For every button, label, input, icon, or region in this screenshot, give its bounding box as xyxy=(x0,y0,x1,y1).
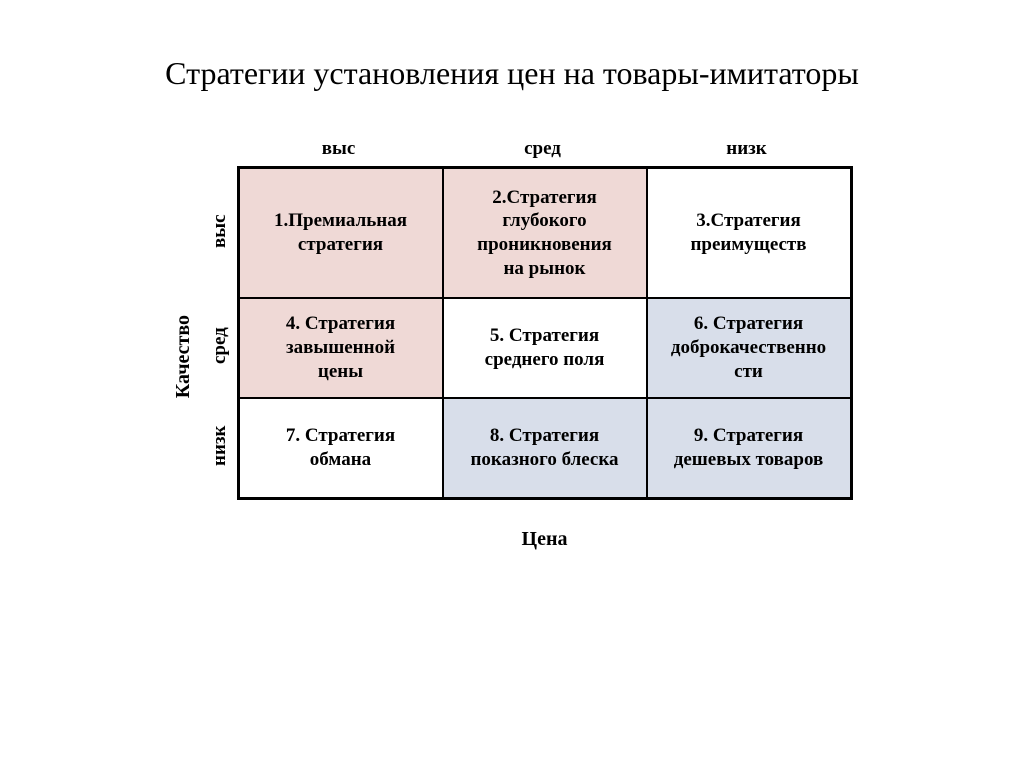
x-col-labels: выссреднизк xyxy=(237,132,853,166)
page-container: Стратегии установления цен на товары-ими… xyxy=(0,0,1024,551)
cell-0-2: 3.Стратегия преимуществ xyxy=(647,168,851,298)
cell-1-1: 5. Стратегия среднего поля xyxy=(443,298,647,398)
cell-2-1: 8. Стратегия показного блеска xyxy=(443,398,647,498)
y-row-label-1: сред xyxy=(203,296,237,396)
cell-0-0: 1.Премиальная стратегия xyxy=(239,168,443,298)
y-row-label-0: выс xyxy=(203,166,237,296)
cell-2-2: 9. Стратегия дешевых товаров xyxy=(647,398,851,498)
x-axis-label: Цена xyxy=(237,528,853,551)
strategy-grid: 1.Премиальная стратегия2.Стратегия глубо… xyxy=(237,166,853,500)
cell-2-0: 7. Стратегия обмана xyxy=(239,398,443,498)
y-row-label-2: низк xyxy=(203,396,237,496)
cell-0-1: 2.Стратегия глубокого проникновения на р… xyxy=(443,168,647,298)
x-col-label-1: сред xyxy=(441,132,645,166)
y-axis-label: Качество xyxy=(172,315,195,398)
cell-1-0: 4. Стратегия завышенной цены xyxy=(239,298,443,398)
page-title: Стратегии установления цен на товары-ими… xyxy=(0,55,1024,92)
y-row-labels: выссреднизк xyxy=(203,166,237,496)
x-col-label-2: низк xyxy=(645,132,849,166)
grid-block: выссреднизк 1.Премиальная стратегия2.Стр… xyxy=(237,132,853,551)
x-col-label-0: выс xyxy=(237,132,441,166)
matrix-wrap: Качество выссреднизк выссреднизк 1.Преми… xyxy=(0,132,1024,551)
cell-1-2: 6. Стратегия доброкачественно сти xyxy=(647,298,851,398)
